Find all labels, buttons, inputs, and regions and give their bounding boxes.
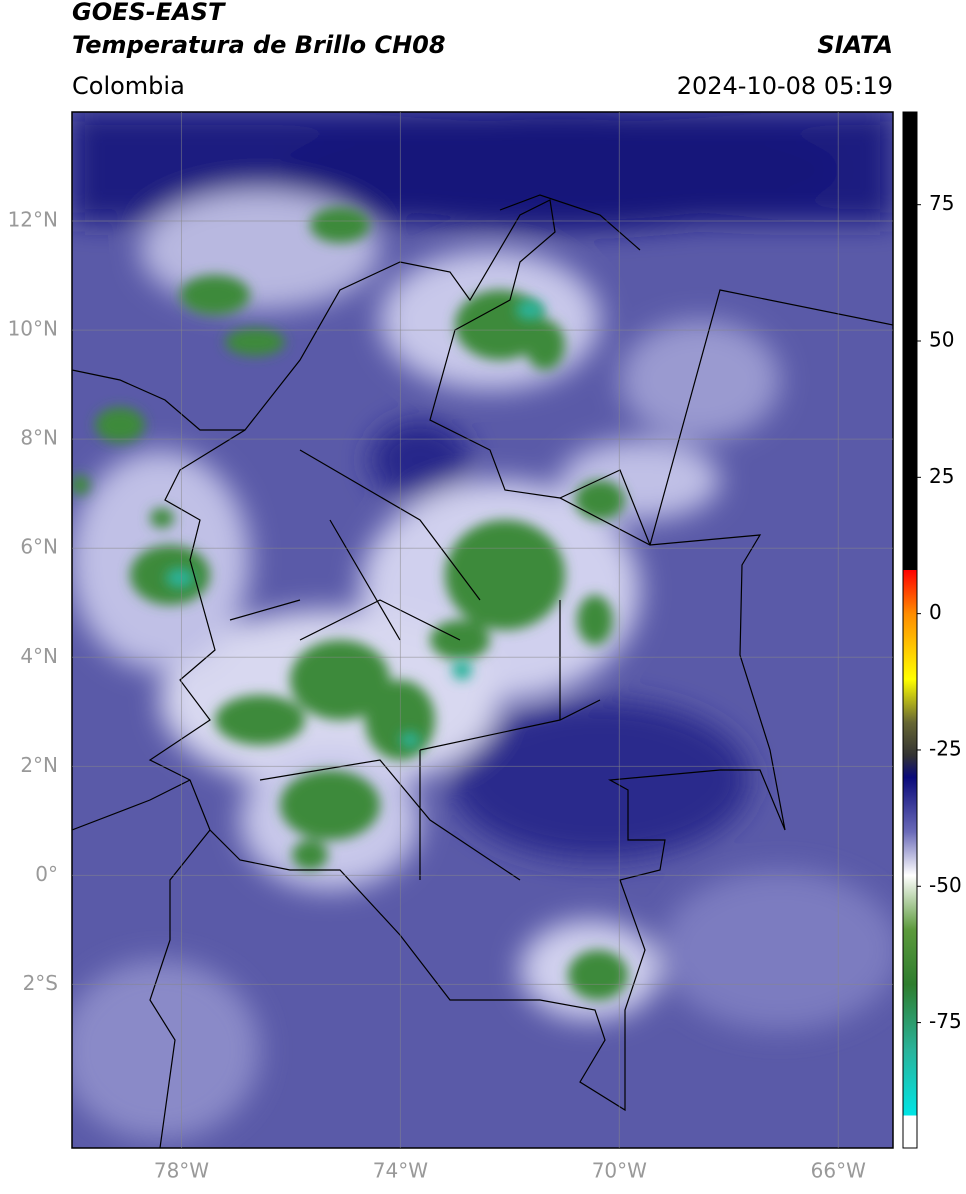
colorbar-tick-label: -75 bbox=[929, 1009, 962, 1033]
satellite-image bbox=[72, 112, 893, 1148]
x-tick-label: 70°W bbox=[592, 1159, 647, 1183]
x-tick-label: 74°W bbox=[373, 1159, 428, 1183]
colorbar-tick-label: 0 bbox=[929, 600, 942, 624]
colorbar-tick-label: -25 bbox=[929, 736, 962, 760]
colorbar bbox=[902, 111, 918, 1149]
source: SIATA bbox=[817, 31, 893, 59]
x-tick-label: 66°W bbox=[811, 1159, 866, 1183]
subtitle: Temperatura de Brillo CH08 bbox=[72, 31, 446, 59]
y-tick-label: 6°N bbox=[20, 535, 58, 559]
y-tick-label: 2°S bbox=[23, 971, 58, 995]
y-tick-label: 2°N bbox=[20, 753, 58, 777]
map-frame bbox=[71, 111, 894, 1149]
y-tick-label: 4°N bbox=[20, 644, 58, 668]
colorbar-tick-label: 25 bbox=[929, 464, 954, 488]
datetime: 2024-10-08 05:19 bbox=[677, 72, 893, 100]
colorbar-tick-label: 75 bbox=[929, 191, 954, 215]
title: GOES-EAST bbox=[72, 0, 226, 26]
y-tick-label: 12°N bbox=[8, 208, 58, 232]
y-tick-label: 8°N bbox=[20, 426, 58, 450]
colorbar-tick-label: 50 bbox=[929, 328, 954, 352]
region: Colombia bbox=[72, 72, 185, 100]
y-tick-label: 10°N bbox=[8, 317, 58, 341]
colorbar-tick-label: -50 bbox=[929, 873, 962, 897]
x-tick-label: 78°W bbox=[154, 1159, 209, 1183]
y-tick-label: 0° bbox=[35, 862, 58, 886]
